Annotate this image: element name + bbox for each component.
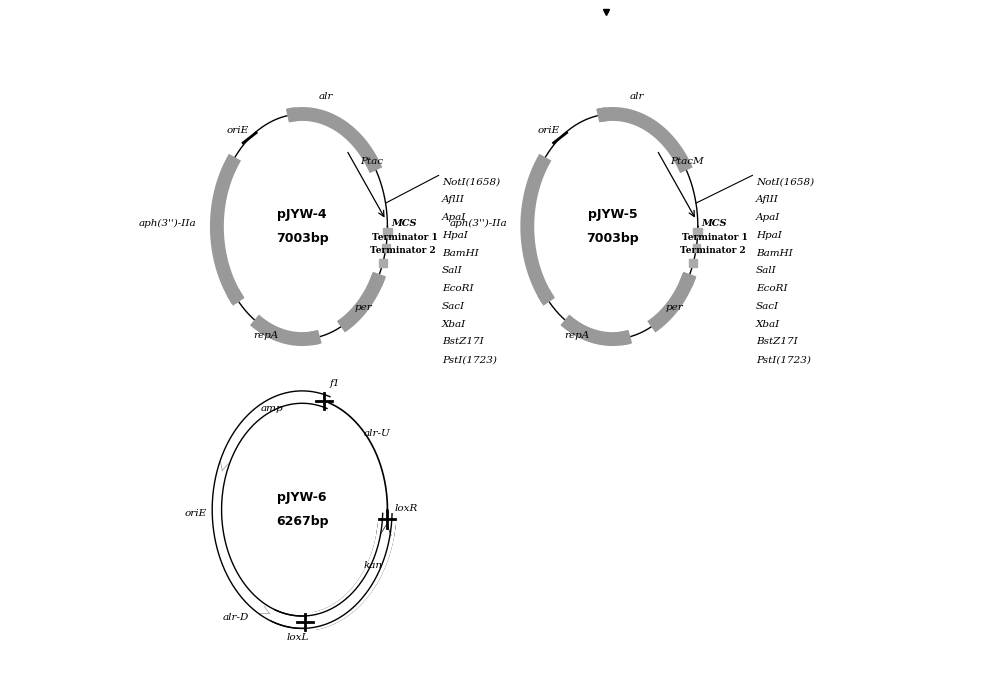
Text: HpaI: HpaI	[442, 231, 468, 240]
Text: PstI(1723): PstI(1723)	[756, 355, 811, 364]
Text: XbaI: XbaI	[442, 320, 466, 329]
Text: f1: f1	[329, 379, 340, 388]
Text: 7003bp: 7003bp	[276, 232, 328, 245]
Text: MCS: MCS	[701, 219, 727, 227]
Text: loxR: loxR	[394, 503, 418, 513]
Text: pJYW-4: pJYW-4	[277, 208, 327, 221]
Text: PstI(1723): PstI(1723)	[442, 355, 497, 364]
Text: SalI: SalI	[756, 266, 777, 275]
Bar	[379, 260, 387, 267]
Text: loxL: loxL	[287, 633, 309, 642]
Text: NotI(1658): NotI(1658)	[756, 177, 814, 187]
Text: EcoRI: EcoRI	[756, 284, 787, 293]
Text: SacI: SacI	[756, 302, 779, 311]
Text: 7003bp: 7003bp	[586, 232, 639, 245]
Bar	[693, 245, 700, 252]
Text: pJYW-5: pJYW-5	[588, 208, 637, 221]
Text: oriE: oriE	[184, 508, 207, 518]
Text: repA: repA	[254, 332, 279, 340]
Text: per: per	[665, 303, 683, 312]
Text: aph(3'')-IIa: aph(3'')-IIa	[449, 219, 507, 227]
Text: Terminator 2: Terminator 2	[680, 246, 746, 255]
Text: SacI: SacI	[442, 302, 465, 311]
Text: aph(3'')-IIa: aph(3'')-IIa	[139, 219, 196, 227]
Text: repA: repA	[564, 332, 589, 340]
Text: BamHI: BamHI	[756, 249, 793, 258]
Text: ApaI: ApaI	[756, 213, 780, 222]
Text: pJYW-6: pJYW-6	[277, 491, 327, 504]
Text: AflII: AflII	[442, 195, 465, 204]
Text: kan: kan	[364, 562, 383, 571]
Bar	[383, 228, 392, 237]
Text: per: per	[355, 303, 373, 312]
Text: BstZ17I: BstZ17I	[442, 337, 484, 347]
Text: oriE: oriE	[537, 126, 560, 136]
Text: ApaI: ApaI	[442, 213, 466, 222]
Text: 6267bp: 6267bp	[276, 515, 328, 528]
Text: BstZ17I: BstZ17I	[756, 337, 798, 347]
Text: PtacM: PtacM	[671, 157, 704, 166]
Text: Ptac: Ptac	[360, 157, 383, 166]
Text: MCS: MCS	[391, 219, 416, 227]
Text: EcoRI: EcoRI	[442, 284, 474, 293]
Text: HpaI: HpaI	[756, 231, 782, 240]
Bar	[382, 245, 390, 252]
Text: NotI(1658): NotI(1658)	[442, 177, 500, 187]
Text: alr-D: alr-D	[223, 613, 249, 622]
Text: AflII: AflII	[756, 195, 779, 204]
Text: Terminator 2: Terminator 2	[370, 246, 435, 255]
Text: oriE: oriE	[227, 126, 249, 136]
Text: BamHI: BamHI	[442, 249, 479, 258]
Text: Terminator 1: Terminator 1	[372, 234, 438, 242]
Text: alr-U: alr-U	[364, 429, 390, 438]
Text: alr: alr	[319, 92, 333, 101]
Text: amp: amp	[261, 404, 283, 413]
Text: XbaI: XbaI	[756, 320, 780, 329]
Text: Terminator 1: Terminator 1	[682, 234, 748, 242]
Bar	[689, 260, 697, 267]
Text: alr: alr	[629, 92, 644, 101]
Bar	[693, 228, 702, 237]
Text: SalI: SalI	[442, 266, 463, 275]
